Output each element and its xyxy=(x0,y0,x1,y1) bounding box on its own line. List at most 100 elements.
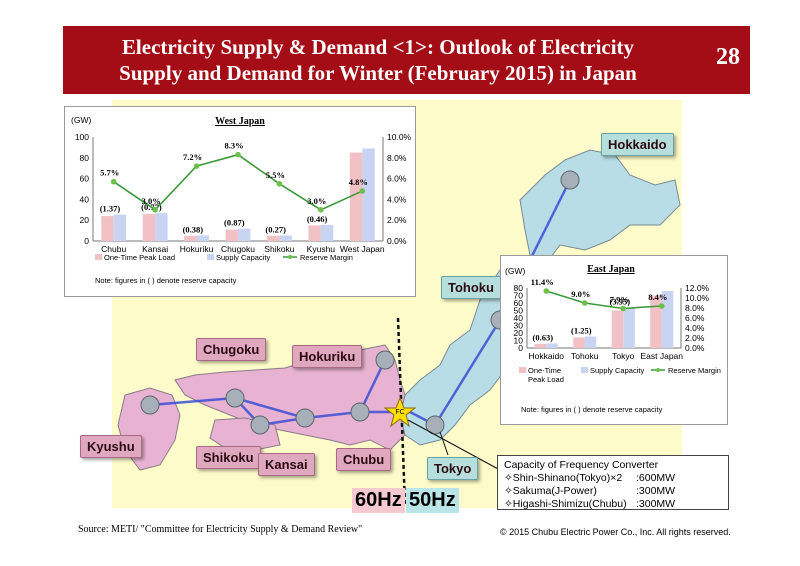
west-japan-chart: West Japan (GW) 0 20 40 60 80 100 0.0% 2.0% 4.0% 6.… xyxy=(71,115,412,285)
region-label-kansai: Kansai xyxy=(258,453,315,476)
header-banner: Electricity Supply & Demand <1>: Outlook… xyxy=(63,26,750,94)
legend-supply-label: Supply Capacity xyxy=(590,366,644,375)
reserve-capacity-label: (0.87) xyxy=(224,218,245,228)
supply-capacity-bar xyxy=(320,224,334,241)
legend-swatch-margin-dot xyxy=(288,255,292,259)
legend-swatch-peak xyxy=(95,254,102,260)
x-tick-label: Kansai xyxy=(142,244,168,254)
y-tick-label: 60 xyxy=(514,298,524,308)
x-tick-label: Chubu xyxy=(101,244,126,254)
y2-tick-label: 4.0% xyxy=(387,194,407,204)
y-tick-label: 60 xyxy=(80,174,90,184)
y-tick-label: 10 xyxy=(514,336,524,346)
x-tick-label: Kyushu xyxy=(307,244,336,254)
y-tick-label: 70 xyxy=(514,291,524,301)
supply-capacity-bar xyxy=(584,336,597,348)
reserve-margin-line xyxy=(546,290,662,310)
supply-capacity-bar xyxy=(238,228,251,241)
east-japan-chart-panel: East Japan (GW) 0 10 20 30 40 50 60 70 80 0.0% 2.0% 4… xyxy=(500,255,728,425)
page-number: 28 xyxy=(716,44,740,70)
reserve-margin-point xyxy=(581,300,588,306)
y2-tick-label: 0.0% xyxy=(387,236,407,246)
reserve-capacity-label: (3.95) xyxy=(610,297,631,307)
supply-capacity-bar xyxy=(362,148,375,241)
fc-star-icon xyxy=(383,396,417,428)
legend-peak-label: Peak Load xyxy=(528,375,564,384)
region-label-shikoku: Shikoku xyxy=(196,446,261,469)
fc-pointer-line xyxy=(407,419,501,471)
region-label-chubu: Chubu xyxy=(336,448,392,471)
y2-tick-label: 6.0% xyxy=(685,313,705,323)
reserve-margin-label: 8.4% xyxy=(648,292,667,302)
peak-load-bar xyxy=(184,235,197,241)
peak-load-bar xyxy=(650,295,662,348)
y-tick-label: 0 xyxy=(84,236,89,246)
reserve-margin-point xyxy=(235,151,241,158)
converter-value: :300MW xyxy=(636,498,676,510)
y-tick-label: 100 xyxy=(75,132,89,142)
x-tick-label: Tohoku xyxy=(571,351,599,361)
y-tick-label: 30 xyxy=(514,321,524,331)
reserve-capacity-label: (1.25) xyxy=(571,326,592,336)
legend-peak-label: One-Time Peak Load xyxy=(104,253,175,262)
legend-swatch-peak xyxy=(519,367,526,373)
reserve-capacity-label: (1.37) xyxy=(100,204,121,214)
converter-name: ✧Sakuma(J-Power) xyxy=(504,485,597,497)
y2-tick-label: 2.0% xyxy=(685,333,705,343)
x-tick-label: Chugoku xyxy=(221,244,255,254)
peak-load-bar xyxy=(142,213,156,241)
reserve-margin-point xyxy=(152,207,158,213)
y-axis-unit: (GW) xyxy=(71,115,91,125)
y2-tick-label: 10.0% xyxy=(685,293,710,303)
converter-value: :300MW xyxy=(636,485,676,497)
peak-load-bar xyxy=(267,235,280,241)
y2-tick-label: 2.0% xyxy=(387,215,407,225)
supply-capacity-bar xyxy=(661,291,674,348)
y2-tick-label: 12.0% xyxy=(685,283,710,293)
supply-capacity-bar xyxy=(196,235,209,241)
peak-load-bar xyxy=(349,152,363,241)
legend-margin-label: Reserve Margin xyxy=(668,366,721,375)
region-label-hokkaido: Hokkaido xyxy=(601,133,674,156)
region-label-hokuriku: Hokuriku xyxy=(292,345,363,368)
y-tick-label: 50 xyxy=(514,306,524,316)
hz-50-label: 50Hz xyxy=(406,488,459,513)
peak-load-bar xyxy=(308,225,321,241)
reserve-margin-label: 7.2% xyxy=(183,152,202,162)
title-line-2: Supply and Demand for Winter (February 2… xyxy=(119,61,637,85)
reserve-margin-label: 3.0% xyxy=(307,196,326,206)
reserve-margin-label: 5.7% xyxy=(100,168,119,178)
peak-load-bar xyxy=(611,310,624,348)
reserve-margin-label: 5.5% xyxy=(266,170,285,180)
legend-swatch-margin-dot xyxy=(656,368,660,372)
x-tick-label: Hokuriku xyxy=(180,244,214,254)
converter-value: :600MW xyxy=(636,472,676,484)
y-tick-label: 40 xyxy=(514,313,524,323)
chart-title: West Japan xyxy=(215,116,265,127)
copyright: © 2015 Chubu Electric Power Co., Inc. Al… xyxy=(500,527,731,537)
fc-label: FC xyxy=(395,409,404,416)
reserve-capacity-label: (0.27) xyxy=(265,224,286,234)
peak-load-bar xyxy=(573,337,585,348)
converter-row: ✧Sakuma(J-Power) :300MW xyxy=(504,485,722,498)
supply-capacity-bar xyxy=(113,214,127,241)
y-tick-label: 80 xyxy=(514,283,524,293)
source-note: Source: METI/ "Committee for Electricity… xyxy=(78,524,363,535)
legend-peak-label: One-Time xyxy=(528,366,561,375)
y2-tick-label: 8.0% xyxy=(685,303,705,313)
y2-tick-label: 0.0% xyxy=(685,343,705,353)
y2-tick-label: 6.0% xyxy=(387,174,407,184)
converter-row: ✧Shin-Shinano(Tokyo)×2:600MW xyxy=(504,472,722,485)
tokyo-pointer-line xyxy=(439,431,449,456)
reserve-margin-point xyxy=(110,178,117,185)
y-tick-label: 0 xyxy=(518,343,523,353)
reserve-capacity-label: (0.38) xyxy=(183,224,204,234)
reserve-margin-point xyxy=(193,163,200,169)
y-tick-label: 40 xyxy=(80,194,90,204)
supply-capacity-bar xyxy=(546,343,558,348)
reserve-margin-point xyxy=(658,303,665,309)
reserve-margin-label: 4.8% xyxy=(349,177,368,187)
reserve-margin-point xyxy=(543,288,550,294)
reserve-capacity-label: (0.46) xyxy=(307,214,328,224)
